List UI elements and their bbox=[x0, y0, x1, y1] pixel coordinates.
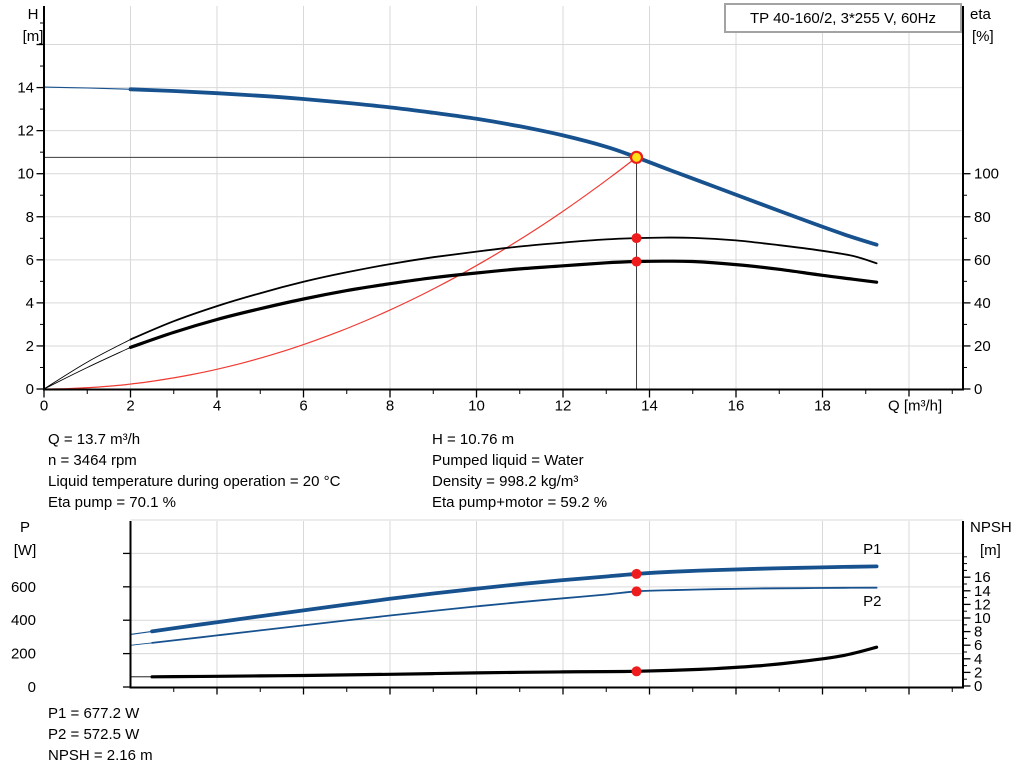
tick-label: 0 bbox=[40, 398, 48, 415]
p2-curve bbox=[151, 586, 878, 644]
tick-label: 2 bbox=[26, 338, 34, 355]
y-right-axis-label: eta bbox=[970, 6, 992, 23]
npsh-marker[interactable] bbox=[631, 666, 642, 677]
tick-label: 2 bbox=[974, 664, 982, 681]
eta-pump-motor-text: Eta pump+motor = 59.2 % bbox=[432, 494, 608, 511]
y-left-axis-label: P bbox=[20, 519, 30, 536]
tick-label: 6 bbox=[26, 252, 34, 269]
tick-label: 14 bbox=[641, 398, 658, 415]
tick-label: 16 bbox=[728, 398, 745, 415]
eta-pump-text: Eta pump = 70.1 % bbox=[48, 494, 176, 511]
eta-pump-marker[interactable] bbox=[631, 233, 642, 244]
y-left-axis-unit: [W] bbox=[14, 542, 37, 559]
operating-info-col2: H = 10.76 m Pumped liquid = Water Densit… bbox=[432, 429, 607, 513]
y-right-axis-unit: [%] bbox=[972, 28, 994, 45]
tick-label: 12 bbox=[555, 398, 572, 415]
density-text: Density = 998.2 kg/m³ bbox=[432, 473, 579, 490]
series-label-p1: P1 bbox=[863, 541, 881, 558]
tick-label: 100 bbox=[974, 166, 999, 183]
p1-curve bbox=[150, 564, 879, 634]
tick-label: 12 bbox=[17, 123, 34, 140]
tick-label: 400 bbox=[11, 612, 36, 629]
tick-label: 4 bbox=[26, 295, 34, 312]
tick-label: 60 bbox=[974, 252, 991, 269]
tick-label: 14 bbox=[974, 583, 991, 600]
tick-label: 6 bbox=[299, 398, 307, 415]
tick-label: 4 bbox=[974, 651, 982, 668]
tick-label: 8 bbox=[386, 398, 394, 415]
pumped-liquid-text: Pumped liquid = Water bbox=[432, 452, 584, 469]
power-npsh-chart-plot-area[interactable] bbox=[131, 521, 964, 687]
tick-label: 0 bbox=[974, 678, 982, 695]
speed-text: n = 3464 rpm bbox=[48, 452, 137, 469]
tick-label: 0 bbox=[28, 679, 36, 696]
system-curve bbox=[43, 156, 637, 390]
tick-label: 6 bbox=[974, 637, 982, 654]
liquid-temperature-text: Liquid temperature during operation = 20… bbox=[48, 473, 341, 490]
pump-type-box: TP 40-160/2, 3*255 V, 60Hz bbox=[724, 3, 962, 33]
tick-label: 20 bbox=[974, 338, 991, 355]
tick-label: 18 bbox=[814, 398, 831, 415]
tick-label: 10 bbox=[974, 610, 991, 627]
duty-head-text: H = 10.76 m bbox=[432, 431, 515, 448]
eta-pump-curve-thin bbox=[43, 339, 131, 390]
tick-label: 80 bbox=[974, 209, 991, 226]
y-right-axis-label: NPSH bbox=[970, 519, 1012, 536]
tick-label: 10 bbox=[17, 166, 34, 183]
eta-pump-motor-curve-thin bbox=[43, 346, 131, 390]
tick-label: 10 bbox=[468, 398, 485, 415]
tick-label: 8 bbox=[974, 624, 982, 641]
npsh-value-text: NPSH = 2.16 m bbox=[48, 747, 153, 764]
head-chart-plot-area[interactable] bbox=[44, 6, 963, 389]
tick-label: 40 bbox=[974, 295, 991, 312]
y-right-axis-unit: [m] bbox=[980, 542, 1001, 559]
tick-label: 4 bbox=[213, 398, 221, 415]
p2-curve-thin bbox=[130, 642, 153, 646]
eta-pump-curve bbox=[129, 236, 878, 341]
p2-value-text: P2 = 572.5 W bbox=[48, 726, 140, 743]
npsh-curve bbox=[150, 645, 879, 679]
tick-label: 600 bbox=[11, 579, 36, 596]
tick-label: 200 bbox=[11, 646, 36, 663]
y-left-axis-unit: [m] bbox=[23, 28, 44, 45]
y-left-axis-label: H bbox=[28, 6, 39, 23]
tick-label: 0 bbox=[26, 381, 34, 398]
series-label-p2: P2 bbox=[863, 593, 881, 610]
pump-head-curve bbox=[128, 87, 879, 247]
pump-type-label: TP 40-160/2, 3*255 V, 60Hz bbox=[750, 9, 936, 27]
duty-point-marker[interactable] bbox=[629, 150, 644, 164]
tick-label: 12 bbox=[974, 596, 991, 613]
eta-pump-motor-curve bbox=[128, 259, 879, 349]
p1-value-text: P1 = 677.2 W bbox=[48, 705, 140, 722]
tick-label: 14 bbox=[17, 80, 34, 97]
tick-label: 0 bbox=[974, 381, 982, 398]
tick-label: 2 bbox=[126, 398, 134, 415]
pump-head-curve-thin bbox=[43, 86, 132, 90]
x-axis-label: Q [m³/h] bbox=[888, 398, 942, 415]
tick-label: 8 bbox=[26, 209, 34, 226]
p2-marker[interactable] bbox=[631, 586, 642, 597]
duty-flow-text: Q = 13.7 m³/h bbox=[48, 431, 141, 448]
result-info: P1 = 677.2 W P2 = 572.5 W NPSH = 2.16 m bbox=[48, 703, 153, 766]
p1-marker[interactable] bbox=[631, 568, 642, 579]
operating-info-col1: Q = 13.7 m³/h n = 3464 rpm Liquid temper… bbox=[48, 429, 340, 513]
eta-pump-motor-marker[interactable] bbox=[631, 256, 642, 267]
tick-label: 16 bbox=[974, 569, 991, 586]
